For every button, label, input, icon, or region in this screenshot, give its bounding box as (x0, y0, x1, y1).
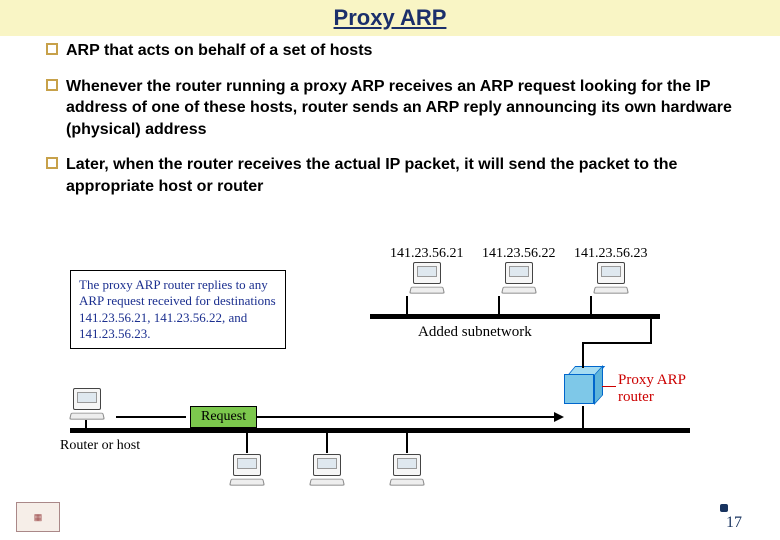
host-node: 141.23.56.22 (482, 246, 556, 294)
ip-label: 141.23.56.23 (574, 246, 648, 262)
network-diagram: 141.23.56.21 141.23.56.22 141.23.56.23 A… (70, 246, 710, 516)
keyboard-icon (409, 287, 445, 294)
proxy-label-text: Proxy ARP router (618, 372, 685, 405)
keyboard-icon (229, 479, 265, 486)
proxy-router-icon (564, 366, 602, 404)
proxy-arp-label: Proxy ARP router (618, 372, 710, 406)
drop-line (582, 344, 584, 368)
computer-icon (233, 454, 261, 476)
pointer-line (602, 386, 616, 387)
list-item: Later, when the router receives the actu… (46, 154, 734, 197)
slide-title: Proxy ARP (334, 5, 447, 31)
computer-icon (73, 388, 101, 410)
bullet-text: Whenever the router running a proxy ARP … (66, 76, 734, 141)
connector-line (582, 342, 652, 344)
list-item: Whenever the router running a proxy ARP … (46, 76, 734, 141)
institution-logo-icon: ▦ (16, 502, 60, 532)
request-label: Request (201, 409, 246, 424)
caption-box: The proxy ARP router replies to any ARP … (70, 270, 286, 349)
host-node (390, 454, 424, 486)
router-or-host-label: Router or host (60, 438, 140, 454)
host-node (310, 454, 344, 486)
title-bar: Proxy ARP (0, 0, 780, 36)
drop-line (85, 420, 87, 430)
drop-line (406, 433, 408, 453)
computer-icon (313, 454, 341, 476)
drop-line (582, 406, 584, 428)
host-node (230, 454, 264, 486)
drop-line (590, 296, 592, 314)
computer-icon (505, 262, 533, 284)
ip-label: 141.23.56.21 (390, 246, 464, 262)
keyboard-icon (309, 479, 345, 486)
computer-icon (413, 262, 441, 284)
page-number: 17 (726, 514, 742, 532)
subnet-line (370, 314, 660, 319)
main-network-line (70, 428, 690, 433)
bullet-marker-icon (46, 43, 58, 55)
computer-icon (597, 262, 625, 284)
bullet-list: ARP that acts on behalf of a set of host… (0, 36, 780, 216)
host-node: 141.23.56.23 (574, 246, 648, 294)
bullet-marker-icon (46, 79, 58, 91)
keyboard-icon (69, 413, 105, 420)
drop-line (650, 319, 652, 344)
computer-icon (393, 454, 421, 476)
request-box: Request (190, 406, 257, 428)
host-node: 141.23.56.21 (390, 246, 464, 294)
keyboard-icon (593, 287, 629, 294)
arrow-head-icon (554, 412, 564, 422)
drop-line (406, 296, 408, 314)
drop-line (326, 433, 328, 453)
bullet-text: ARP that acts on behalf of a set of host… (66, 40, 372, 62)
keyboard-icon (501, 287, 537, 294)
drop-line (498, 296, 500, 314)
bullet-marker-icon (46, 157, 58, 169)
ip-label: 141.23.56.22 (482, 246, 556, 262)
host-node (70, 388, 104, 420)
subnet-label: Added subnetwork (418, 324, 532, 341)
arrow-line (116, 416, 186, 418)
list-item: ARP that acts on behalf of a set of host… (46, 40, 734, 62)
keyboard-icon (389, 479, 425, 486)
arrow-line (256, 416, 556, 418)
bullet-text: Later, when the router receives the actu… (66, 154, 734, 197)
caption-text: The proxy ARP router replies to any ARP … (79, 277, 276, 341)
drop-line (246, 433, 248, 453)
decorative-dot-icon (720, 504, 728, 512)
